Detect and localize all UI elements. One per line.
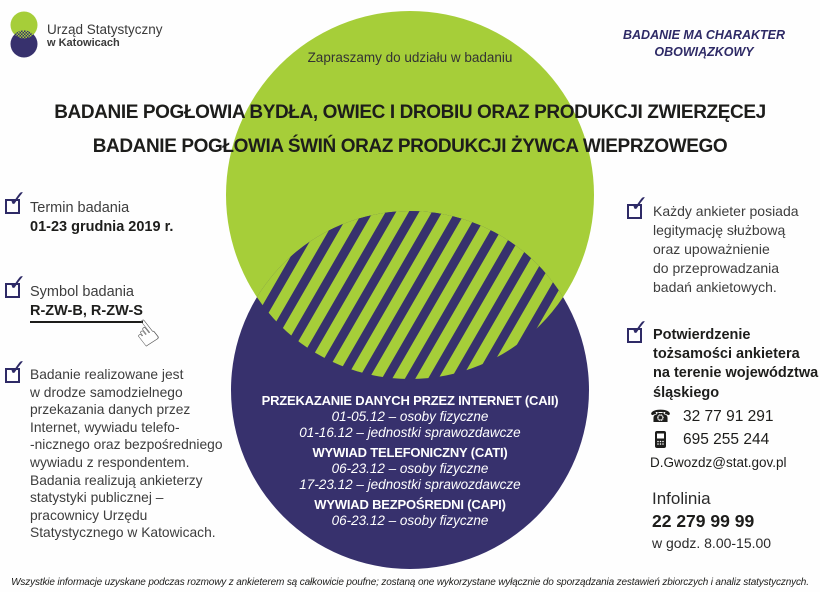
check-icon: ✓ bbox=[8, 187, 27, 212]
mandatory-note: BADANIE MA CHARAKTER OBOWIĄZKOWY bbox=[622, 28, 786, 59]
mobile-row: 695 255 244 bbox=[650, 428, 787, 451]
method-paragraph: Badanie realizowane jest w drodze samodz… bbox=[30, 367, 223, 541]
poster-title-line2: BADANIE POGŁOWIA ŚWIŃ ORAZ PRODUKCJI ŻYW… bbox=[92, 136, 728, 157]
checkbox-auth: ✓ bbox=[627, 194, 648, 219]
invitation-text: Zapraszamy do udziału w badaniu bbox=[307, 50, 513, 65]
schedule-row: 01-16.12 – jednostki sprawozdawcze bbox=[299, 424, 521, 440]
schedule-row: 17-23.12 – jednostki sprawozdawcze bbox=[299, 476, 521, 492]
landline-phone-icon: ☎ bbox=[650, 406, 672, 427]
schedule-header: PRZEKAZANIE DANYCH PRZEZ INTERNET (CAII) bbox=[261, 393, 559, 408]
schedule-row: 06-23.12 – osoby fizyczne bbox=[331, 513, 489, 529]
term-value: 01-23 grudnia 2019 r. bbox=[30, 219, 174, 235]
schedule-group-capi: WYWIAD BEZPOŚREDNI (CAPI) 06-23.12 – oso… bbox=[0, 496, 820, 529]
schedule-group-cati: WYWIAD TELEFONICZNY (CATI) 06-23.12 – os… bbox=[0, 444, 820, 492]
symbol-block: Symbol badania R-ZW-B, R-ZW-S bbox=[30, 283, 143, 323]
term-block: Termin badania 01-23 grudnia 2019 r. bbox=[30, 199, 173, 237]
logo-title: Urząd Statystyczny bbox=[47, 22, 163, 37]
schedule-block: PRZEKAZANIE DANYCH PRZEZ INTERNET (CAII)… bbox=[0, 392, 820, 533]
check-icon: ✓ bbox=[8, 271, 27, 296]
schedule-group-cawi: PRZEKAZANIE DANYCH PRZEZ INTERNET (CAII)… bbox=[0, 392, 820, 440]
checkbox-term: ✓ bbox=[5, 189, 26, 214]
landline-row: ☎ 32 77 91 291 bbox=[650, 405, 787, 428]
schedule-header: WYWIAD TELEFONICZNY (CATI) bbox=[312, 445, 508, 461]
stripes-overlap bbox=[231, 211, 589, 379]
check-icon: ✓ bbox=[8, 356, 27, 381]
symbol-value: R-ZW-B, R-ZW-S bbox=[30, 302, 143, 323]
footer-note: Wszystkie informacje uzyskane podczas ro… bbox=[11, 577, 809, 588]
hand-cursor-icon: ☝ bbox=[125, 311, 167, 357]
symbol-label: Symbol badania bbox=[30, 284, 134, 300]
infoline-number: 22 279 99 99 bbox=[652, 511, 755, 531]
mobile-phone-icon bbox=[650, 431, 670, 448]
mobile-phone-number: 695 255 244 bbox=[683, 430, 770, 448]
logo-subtitle: w Katowicach bbox=[47, 37, 120, 49]
checkbox-confirm: ✓ bbox=[627, 318, 648, 343]
contact-email: D.Gwozdz@stat.gov.pl bbox=[650, 455, 787, 470]
schedule-row: 01-05.12 – osoby fizyczne bbox=[331, 409, 489, 424]
check-icon: ✓ bbox=[630, 192, 649, 217]
term-label: Termin badania bbox=[30, 200, 130, 216]
checkbox-method: ✓ bbox=[5, 358, 26, 383]
schedule-header: WYWIAD BEZPOŚREDNI (CAPI) bbox=[314, 497, 506, 513]
check-icon: ✓ bbox=[630, 316, 649, 341]
checkbox-symbol: ✓ bbox=[5, 273, 26, 298]
confirm-title: Potwierdzenie tożsamości ankietera na te… bbox=[653, 327, 819, 401]
infoline-label: Infolinia bbox=[652, 489, 711, 508]
infoline-hours: w godz. 8.00-15.00 bbox=[652, 535, 772, 551]
poster-title-line1: BADANIE POGŁOWIA BYDŁA, OWIEC I DROBIU O… bbox=[54, 102, 766, 123]
schedule-row: 06-23.12 – osoby fizyczne bbox=[331, 461, 489, 477]
logo-mark-icon bbox=[10, 11, 38, 58]
contact-block: ☎ 32 77 91 291 695 255 244 D.Gwozdz bbox=[650, 405, 787, 471]
landline-phone-number: 32 77 91 291 bbox=[683, 407, 774, 425]
auth-paragraph: Każdy ankieter posiada legitymację służb… bbox=[653, 203, 799, 295]
statistical-office-logo: Urząd Statystyczny w Katowicach bbox=[9, 11, 163, 59]
